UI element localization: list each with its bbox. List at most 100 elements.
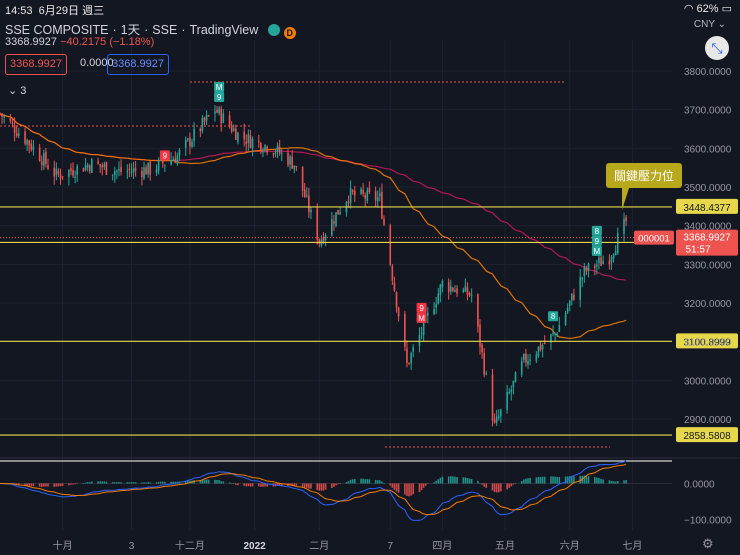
macd-bar bbox=[161, 481, 164, 484]
candle bbox=[583, 263, 586, 283]
candle bbox=[596, 259, 598, 275]
candle-body bbox=[337, 209, 339, 215]
candle bbox=[433, 302, 435, 316]
candle bbox=[184, 136, 187, 156]
candle bbox=[120, 159, 122, 176]
indicators-toggle[interactable]: ⌄ 3 bbox=[8, 84, 26, 97]
symbol-name[interactable]: SSE COMPOSITE bbox=[5, 23, 109, 37]
macd-bar bbox=[291, 483, 293, 486]
candle-body bbox=[351, 190, 354, 193]
currency-selector[interactable]: CNY ⌄ bbox=[694, 19, 726, 30]
candle-body bbox=[379, 193, 381, 197]
candle bbox=[126, 164, 129, 179]
candle-body bbox=[537, 346, 540, 356]
quote-line: 3368.9927 −40.2175 (−1.18%) bbox=[5, 36, 154, 48]
macd-bar bbox=[497, 483, 500, 493]
signal-marker-label: M bbox=[216, 83, 223, 92]
macd-bar bbox=[535, 477, 538, 484]
candle-body bbox=[493, 419, 496, 423]
candle-body bbox=[24, 131, 26, 144]
candle-body bbox=[395, 292, 398, 308]
candle bbox=[337, 209, 339, 215]
candle bbox=[305, 187, 308, 198]
candle bbox=[587, 262, 590, 278]
candle-body bbox=[184, 139, 187, 148]
macd-bar bbox=[433, 482, 435, 484]
fullscreen-icon[interactable]: ⤡ bbox=[705, 36, 729, 60]
buy-box[interactable]: 3368.9927 bbox=[107, 54, 169, 75]
candle bbox=[353, 185, 356, 202]
macd-bar bbox=[512, 483, 515, 485]
macd-bar bbox=[422, 483, 425, 488]
gear-icon[interactable]: ⚙ bbox=[702, 536, 714, 551]
candle bbox=[289, 154, 291, 171]
candle bbox=[187, 137, 189, 142]
candle bbox=[278, 139, 281, 156]
macd-bar bbox=[70, 483, 72, 485]
sell-box[interactable]: 3368.9927 bbox=[5, 54, 67, 75]
macd-bar bbox=[339, 483, 341, 484]
candle-body bbox=[339, 212, 341, 215]
candle-body bbox=[623, 218, 625, 234]
candle-body bbox=[126, 171, 129, 173]
candle bbox=[172, 156, 175, 162]
macd-bar bbox=[132, 482, 135, 484]
macd-bar bbox=[216, 479, 218, 484]
candle-body bbox=[383, 218, 385, 225]
candle-body bbox=[316, 208, 319, 240]
countdown-label: 51:57 bbox=[685, 245, 710, 256]
candle-body bbox=[468, 292, 471, 296]
candle bbox=[383, 215, 385, 226]
candle bbox=[220, 105, 223, 132]
macd-bar bbox=[111, 482, 114, 484]
candle-body bbox=[101, 165, 104, 168]
macd-bar bbox=[141, 482, 143, 484]
candle bbox=[500, 408, 502, 423]
candle-body bbox=[120, 166, 122, 173]
candle-body bbox=[535, 354, 538, 361]
macd-bar bbox=[128, 482, 131, 484]
candle-body bbox=[201, 117, 204, 131]
candle-body bbox=[214, 111, 216, 114]
candle bbox=[59, 168, 62, 185]
macd-bar bbox=[349, 479, 352, 484]
signal-marker-label: 9 bbox=[217, 93, 222, 102]
candle bbox=[264, 144, 266, 153]
interval-label[interactable]: 1天 bbox=[120, 23, 141, 37]
candle-body bbox=[174, 158, 177, 163]
candle bbox=[272, 152, 275, 158]
macd-bar bbox=[118, 482, 120, 484]
macd-bar bbox=[331, 483, 333, 489]
candle-body bbox=[322, 237, 325, 243]
candle-body bbox=[449, 286, 452, 292]
macd-bar bbox=[491, 483, 494, 491]
candle bbox=[38, 143, 41, 162]
candle bbox=[623, 212, 625, 242]
signal-marker-label: M bbox=[594, 247, 601, 256]
status-bar: 14:53 6月29日 週三 ◠ 62% ▭ bbox=[0, 0, 740, 17]
candle-body bbox=[616, 233, 619, 254]
symbol-header[interactable]: SSE COMPOSITE · 1天 · SSE · TradingView D bbox=[5, 19, 296, 39]
macd-bar bbox=[40, 483, 43, 487]
candle bbox=[111, 174, 114, 181]
candle-body bbox=[247, 134, 250, 143]
macd-bar bbox=[583, 475, 586, 484]
candle bbox=[462, 287, 465, 294]
macd-bar bbox=[441, 476, 444, 484]
candle bbox=[539, 340, 542, 352]
macd-bar bbox=[187, 480, 189, 484]
candle bbox=[614, 245, 617, 256]
candle bbox=[262, 147, 264, 158]
macd-bar bbox=[376, 480, 379, 484]
candle bbox=[527, 354, 529, 369]
macd-bar bbox=[616, 481, 619, 484]
candle bbox=[439, 283, 442, 303]
status-time: 14:53 bbox=[5, 5, 33, 17]
candle-body bbox=[568, 300, 571, 306]
candle-body bbox=[295, 166, 298, 168]
candle bbox=[520, 357, 523, 378]
candle bbox=[207, 114, 210, 117]
macd-bar bbox=[439, 477, 442, 484]
candle-body bbox=[84, 165, 87, 171]
